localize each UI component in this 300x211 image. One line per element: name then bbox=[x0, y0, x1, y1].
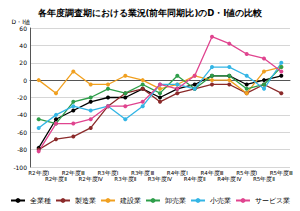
svg-text:各年度調査期における業況(前年同期比)のD・I値の比較: 各年度調査期における業況(前年同期比)のD・I値の比較 bbox=[37, 8, 264, 18]
svg-text:-80: -80 bbox=[17, 146, 27, 153]
svg-text:R4年度Ⅳ: R4年度Ⅳ bbox=[217, 175, 242, 182]
svg-text:小売業: 小売業 bbox=[210, 197, 231, 205]
svg-text:R2年度Ⅳ: R2年度Ⅳ bbox=[78, 175, 103, 182]
svg-text:20: 20 bbox=[19, 59, 27, 66]
svg-text:卸売業: 卸売業 bbox=[165, 197, 186, 205]
svg-text:R3年度Ⅲ: R3年度Ⅲ bbox=[131, 169, 154, 176]
svg-text:建設業: 建設業 bbox=[119, 197, 141, 205]
svg-text:全業種: 全業種 bbox=[30, 197, 51, 205]
svg-text:R4年度Ⅰ: R4年度Ⅰ bbox=[167, 169, 188, 176]
svg-text:R4年度Ⅱ: R4年度Ⅱ bbox=[184, 175, 206, 182]
svg-text:サービス業: サービス業 bbox=[255, 197, 290, 205]
svg-text:60: 60 bbox=[19, 25, 27, 32]
svg-text:R2年度Ⅲ: R2年度Ⅲ bbox=[62, 169, 85, 176]
svg-text:R5年度Ⅰ: R5年度Ⅰ bbox=[236, 169, 257, 176]
svg-text:-20: -20 bbox=[17, 94, 27, 101]
svg-text:製造業: 製造業 bbox=[75, 197, 96, 205]
svg-text:-100: -100 bbox=[13, 164, 27, 171]
svg-text:R3年度Ⅳ: R3年度Ⅳ bbox=[148, 175, 173, 182]
svg-text:R2年度Ⅰ: R2年度Ⅰ bbox=[28, 169, 49, 176]
svg-text:D・I値: D・I値 bbox=[12, 18, 30, 25]
svg-text:R3年度Ⅱ: R3年度Ⅱ bbox=[114, 175, 136, 182]
svg-text:R2年度Ⅱ: R2年度Ⅱ bbox=[45, 175, 67, 182]
svg-text:R3年度Ⅰ: R3年度Ⅰ bbox=[98, 169, 119, 176]
svg-text:-40: -40 bbox=[17, 111, 27, 118]
svg-text:R4年度Ⅲ: R4年度Ⅲ bbox=[200, 169, 223, 176]
svg-text:R5年度Ⅱ: R5年度Ⅱ bbox=[253, 175, 275, 182]
svg-text:R5年度Ⅲ: R5年度Ⅲ bbox=[270, 169, 293, 176]
svg-text:40: 40 bbox=[19, 42, 27, 49]
svg-text:-60: -60 bbox=[17, 129, 27, 136]
svg-text:0: 0 bbox=[23, 77, 27, 84]
